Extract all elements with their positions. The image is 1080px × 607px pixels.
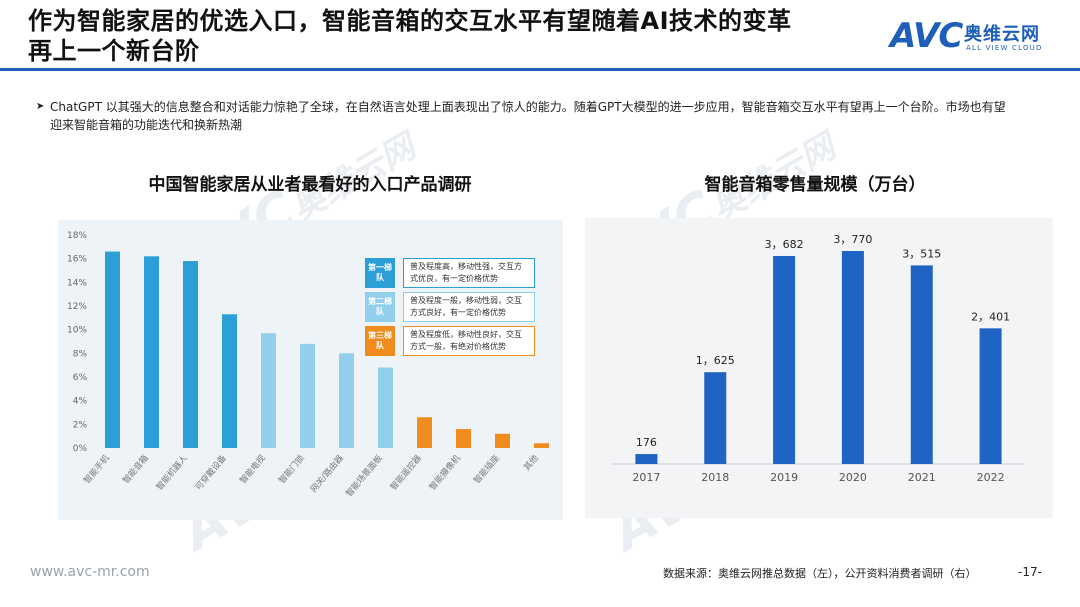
bar bbox=[222, 314, 237, 448]
x-tick-label: 智能插座 bbox=[472, 452, 503, 485]
bar bbox=[183, 261, 198, 448]
y-tick-label: 4% bbox=[73, 397, 88, 407]
page-title: 作为智能家居的优选入口，智能音箱的交互水平有望随着AI技术的变革 再上一个新台阶 bbox=[28, 6, 888, 66]
legend-tier-1: 第一梯队 普及程度高，移动性强，交互方式优良，有一定价格优势 bbox=[365, 258, 535, 288]
x-tick-label: 智能遥控器 bbox=[388, 452, 424, 492]
logo-mark: AVC bbox=[890, 16, 963, 56]
bar bbox=[773, 255, 796, 464]
footer-source: 数据来源：奥维云网推总数据（左），公开资料消费者调研（右） bbox=[663, 567, 977, 580]
data-label: 176 bbox=[636, 436, 657, 449]
title-line-2: 再上一个新台阶 bbox=[28, 37, 200, 65]
x-tick-label: 2017 bbox=[632, 471, 660, 484]
x-tick-label: 2018 bbox=[701, 471, 729, 484]
bar bbox=[261, 333, 276, 448]
entry-product-chart: 0% 2% 4% 6% 8% 10% 12% 14% 16% 18% 智能手机 智能音箱 智能机器人 可穿… bbox=[58, 220, 563, 520]
bar bbox=[339, 353, 354, 448]
legend-tier-3-text: 普及程度低，移动性良好，交互方式一般，有绝对价格优势 bbox=[403, 326, 535, 356]
legend-tier-2-text: 普及程度一般，移动性弱，交互方式良好，有一定价格优势 bbox=[403, 292, 535, 322]
legend-tier-2: 第二梯队 普及程度一般，移动性弱，交互方式良好，有一定价格优势 bbox=[365, 292, 535, 322]
bar bbox=[635, 454, 658, 464]
logo-en-text: ALL VIEW CLOUD bbox=[966, 44, 1043, 52]
x-tick-label: 网关/路由器 bbox=[308, 452, 346, 494]
legend-tier-2-tag: 第二梯队 bbox=[365, 292, 395, 322]
y-tick-label: 12% bbox=[67, 302, 87, 312]
y-tick-label: 0% bbox=[73, 444, 88, 454]
x-tick-label: 智能机器人 bbox=[154, 452, 190, 492]
speaker-sales-svg: 176 2017 1，625 2018 3，682 2019 3，770 2020 3，515 2… bbox=[612, 233, 1025, 484]
logo-cn-text: 奥维云网 bbox=[964, 24, 1040, 45]
bar bbox=[105, 251, 120, 448]
title-line-1: 作为智能家居的优选入口，智能音箱的交互水平有望随着AI技术的变革 bbox=[28, 7, 792, 35]
legend-tier-3: 第三梯队 普及程度低，移动性良好，交互方式一般，有绝对价格优势 bbox=[365, 326, 535, 356]
x-tick-label: 智能摄像机 bbox=[427, 452, 463, 492]
data-label: 3，515 bbox=[902, 247, 941, 260]
x-tick-label: 智能门锁 bbox=[277, 452, 308, 485]
bar bbox=[300, 343, 315, 448]
bar bbox=[417, 417, 432, 448]
data-label: 1，625 bbox=[696, 354, 735, 367]
x-tick-label: 2020 bbox=[839, 471, 867, 484]
x-tick-label: 2021 bbox=[908, 471, 936, 484]
speaker-sales-chart: 176 2017 1，625 2018 3，682 2019 3，770 2020 3，515 2… bbox=[585, 218, 1053, 518]
y-tick-label: 18% bbox=[67, 231, 87, 241]
bullet-text: ChatGPT 以其强大的信息整合和对话能力惊艳了全球，在自然语言处理上面表现出… bbox=[50, 100, 1006, 132]
bar bbox=[979, 328, 1002, 464]
y-tick-label: 6% bbox=[73, 373, 88, 383]
footer-url: www.avc-mr.com bbox=[30, 564, 150, 580]
page-number: -17- bbox=[1018, 565, 1042, 579]
y-tick-label: 10% bbox=[67, 326, 87, 336]
y-tick-label: 2% bbox=[73, 420, 88, 430]
y-tick-label: 16% bbox=[67, 255, 87, 265]
left-chart-title: 中国智能家居从业者最看好的入口产品调研 bbox=[148, 175, 472, 195]
entry-product-svg: 0% 2% 4% 6% 8% 10% 12% 14% 16% 18% 智能手机 智能音箱 智能机器人 可穿… bbox=[67, 231, 549, 499]
bar bbox=[704, 372, 727, 464]
bar bbox=[910, 265, 933, 464]
title-divider bbox=[0, 68, 1080, 71]
data-label: 3，770 bbox=[833, 233, 872, 246]
x-tick-label: 智能电视 bbox=[238, 452, 269, 485]
bar bbox=[456, 429, 471, 448]
x-tick-label: 2022 bbox=[977, 471, 1005, 484]
x-tick-label: 其他 bbox=[521, 452, 541, 472]
bar bbox=[378, 367, 393, 448]
intro-bullet: ➤ ChatGPT 以其强大的信息整合和对话能力惊艳了全球，在自然语言处理上面表… bbox=[36, 98, 1010, 134]
legend-tier-1-tag: 第一梯队 bbox=[365, 258, 395, 288]
legend-tier-1-text: 普及程度高，移动性强，交互方式优良，有一定价格优势 bbox=[403, 258, 535, 288]
legend-tier-3-tag: 第三梯队 bbox=[365, 326, 395, 356]
x-tick-label: 智能场景面板 bbox=[344, 452, 386, 499]
data-label: 3，682 bbox=[765, 238, 804, 251]
y-tick-label: 14% bbox=[67, 278, 87, 288]
bar bbox=[144, 256, 159, 448]
bullet-arrow-icon: ➤ bbox=[36, 101, 45, 112]
x-tick-label: 可穿戴设备 bbox=[193, 452, 229, 492]
y-tick-label: 8% bbox=[73, 349, 88, 359]
x-tick-label: 智能手机 bbox=[82, 452, 113, 485]
bar bbox=[534, 443, 549, 448]
x-tick-label: 智能音箱 bbox=[121, 452, 152, 485]
data-label: 2，401 bbox=[971, 310, 1010, 323]
bar bbox=[495, 433, 510, 448]
right-chart-title: 智能音箱零售量规模（万台） bbox=[704, 175, 926, 195]
x-tick-label: 2019 bbox=[770, 471, 798, 484]
avc-logo: AVC 奥维云网 ALL VIEW CLOUD bbox=[890, 18, 1060, 58]
bar bbox=[841, 250, 864, 464]
